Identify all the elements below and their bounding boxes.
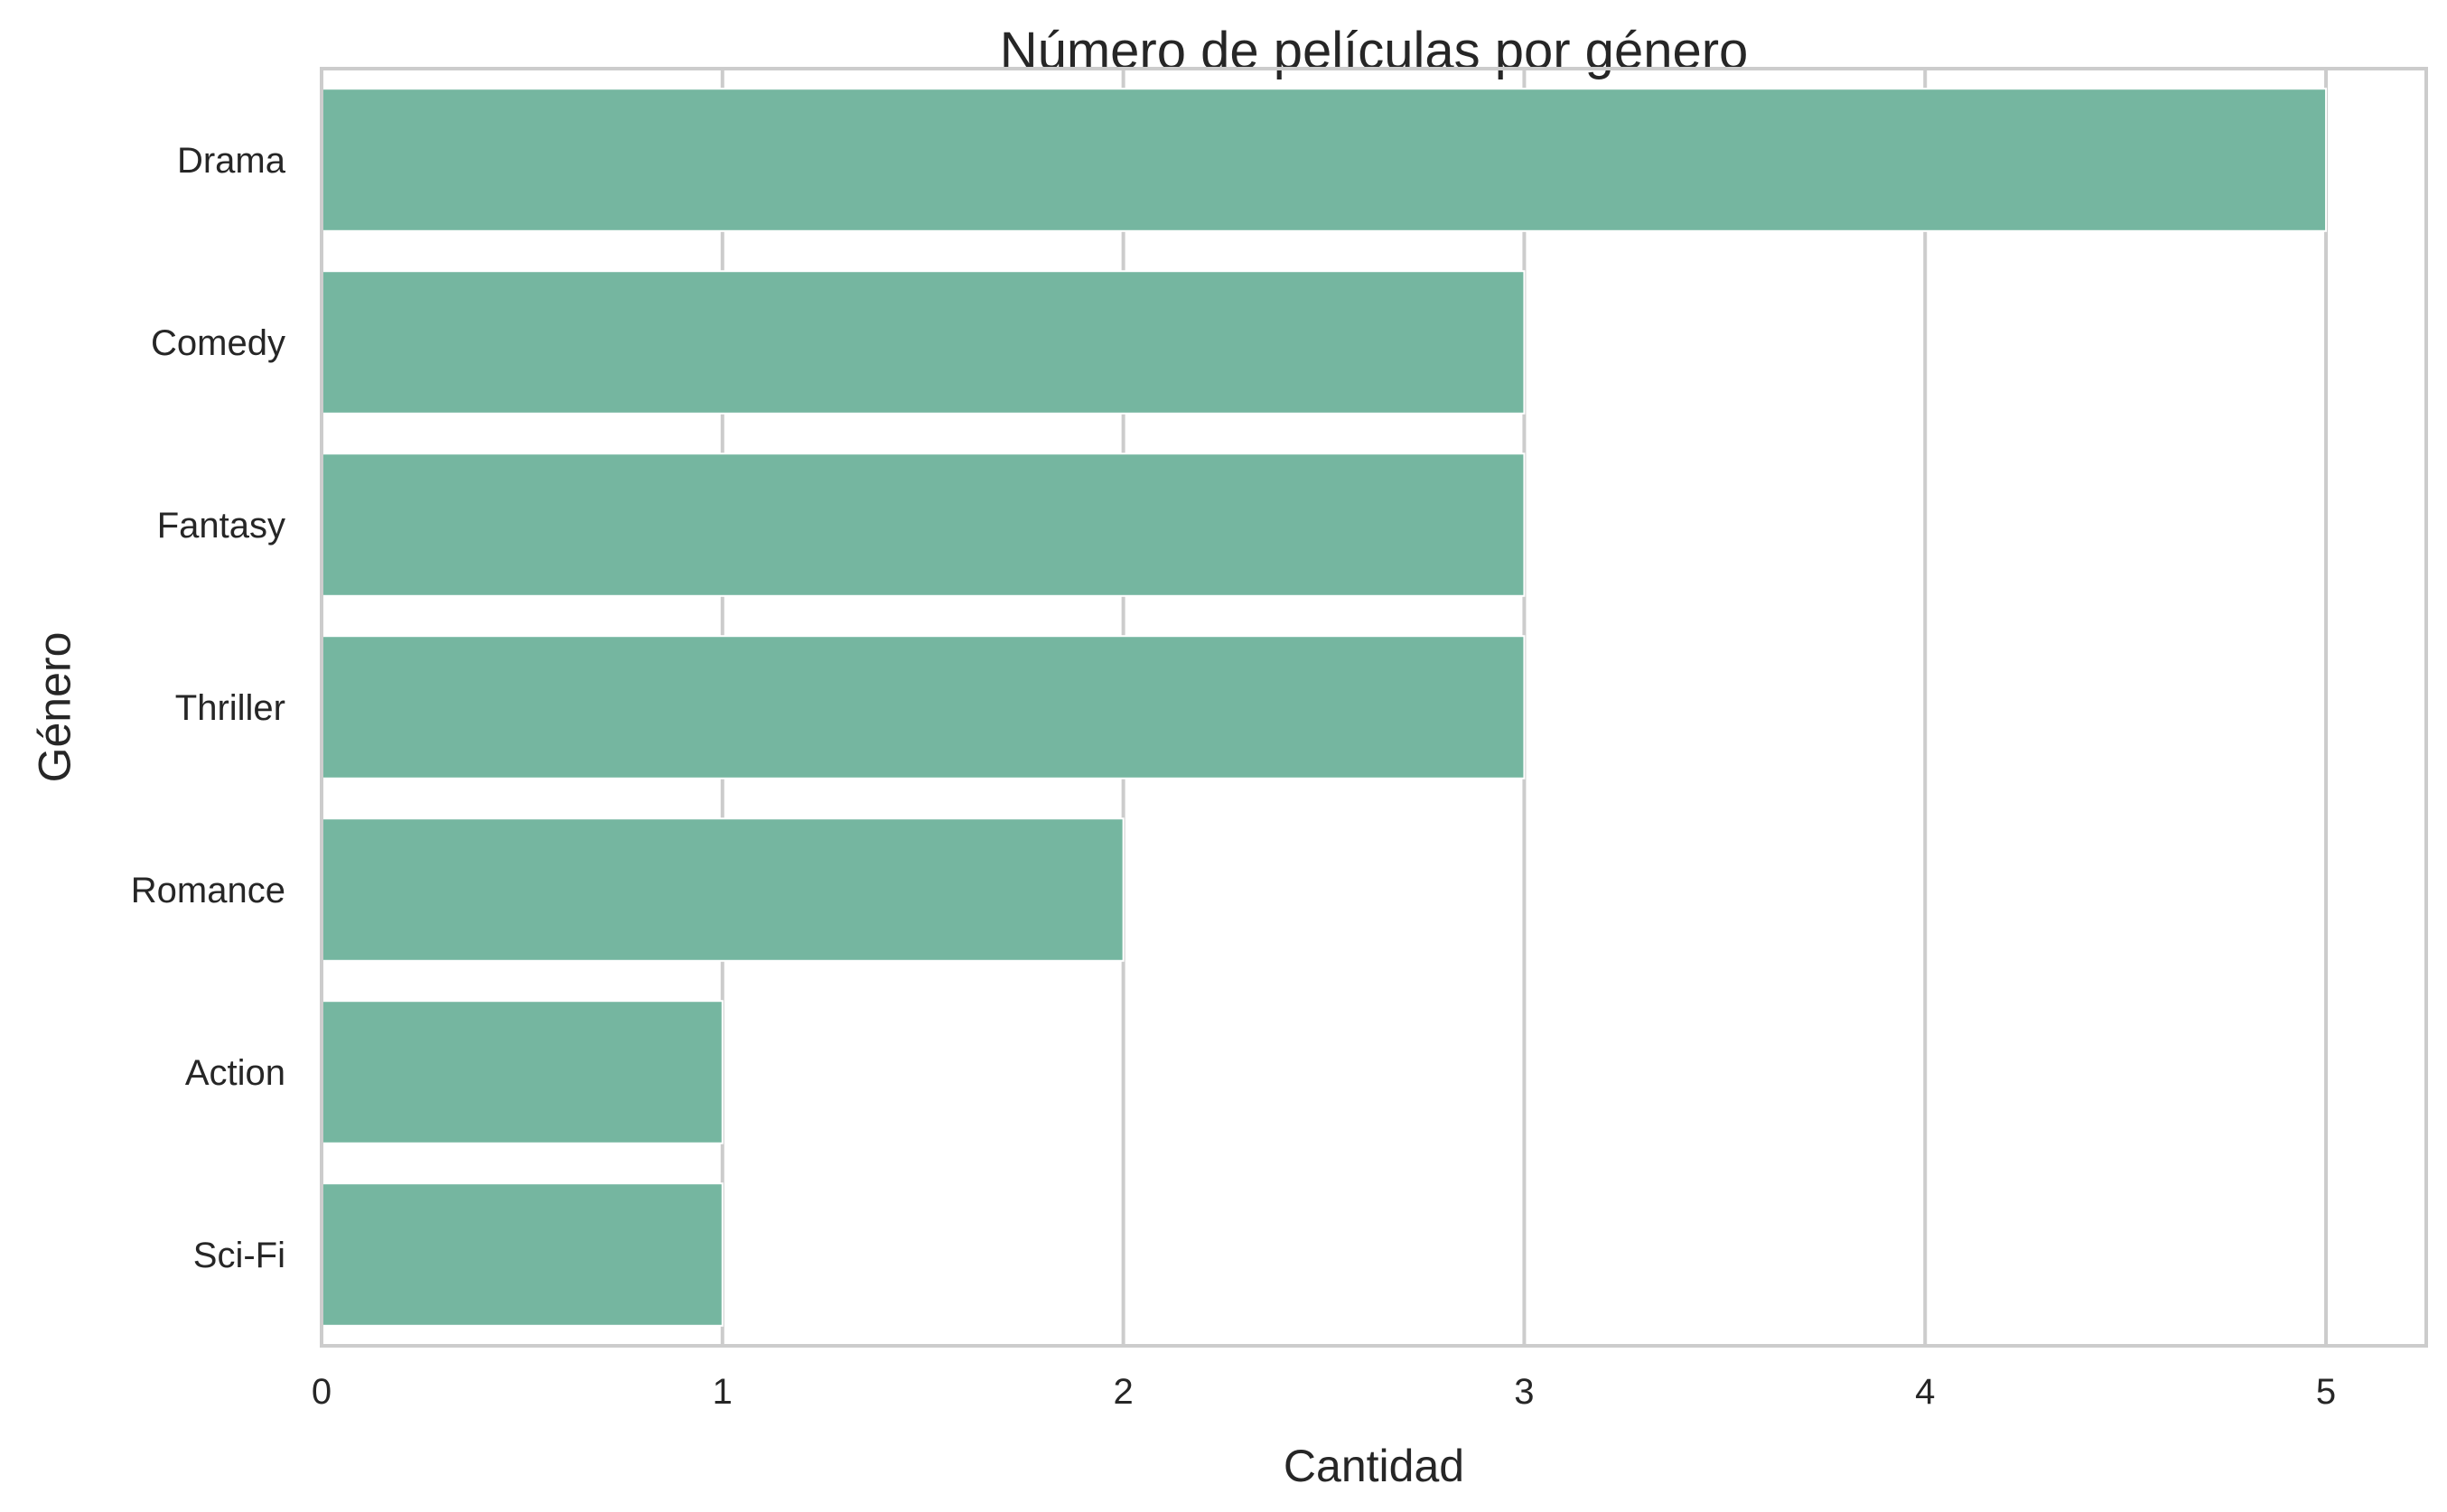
bar-drama: [321, 88, 2328, 232]
y-tick-labels: Drama Comedy Fantasy Thriller Romance Action S…: [131, 141, 286, 1275]
bar-thriller: [321, 635, 1526, 779]
x-tick-label: 5: [2316, 1372, 2336, 1412]
y-tick-label: Thriller: [175, 688, 285, 728]
bar-action: [321, 1000, 724, 1144]
bar-comedy: [321, 270, 1526, 415]
bar-romance: [321, 817, 1125, 962]
bar-sci-fi: [321, 1182, 724, 1327]
y-tick-label: Comedy: [151, 323, 285, 363]
bar-fantasy: [321, 453, 1526, 597]
x-tick-label: 2: [1113, 1372, 1133, 1412]
y-tick-label: Fantasy: [157, 506, 285, 546]
x-tick-label: 3: [1514, 1372, 1534, 1412]
y-tick-label: Action: [185, 1053, 285, 1093]
y-tick-label: Drama: [177, 141, 286, 181]
x-tick-label: 0: [312, 1372, 332, 1412]
y-tick-label: Romance: [131, 871, 285, 910]
x-tick-label: 1: [713, 1372, 733, 1412]
x-tick-label: 4: [1915, 1372, 1935, 1412]
y-axis-title: Género: [30, 632, 80, 783]
x-tick-labels: 0 1 2 3 4 5: [312, 1372, 2336, 1412]
y-tick-label: Sci-Fi: [193, 1236, 285, 1275]
bars: [321, 88, 2328, 1327]
x-axis-title: Cantidad: [1284, 1441, 1464, 1491]
chart-title: Número de películas por género: [1000, 22, 1749, 80]
plot-frame: [320, 67, 2428, 1348]
